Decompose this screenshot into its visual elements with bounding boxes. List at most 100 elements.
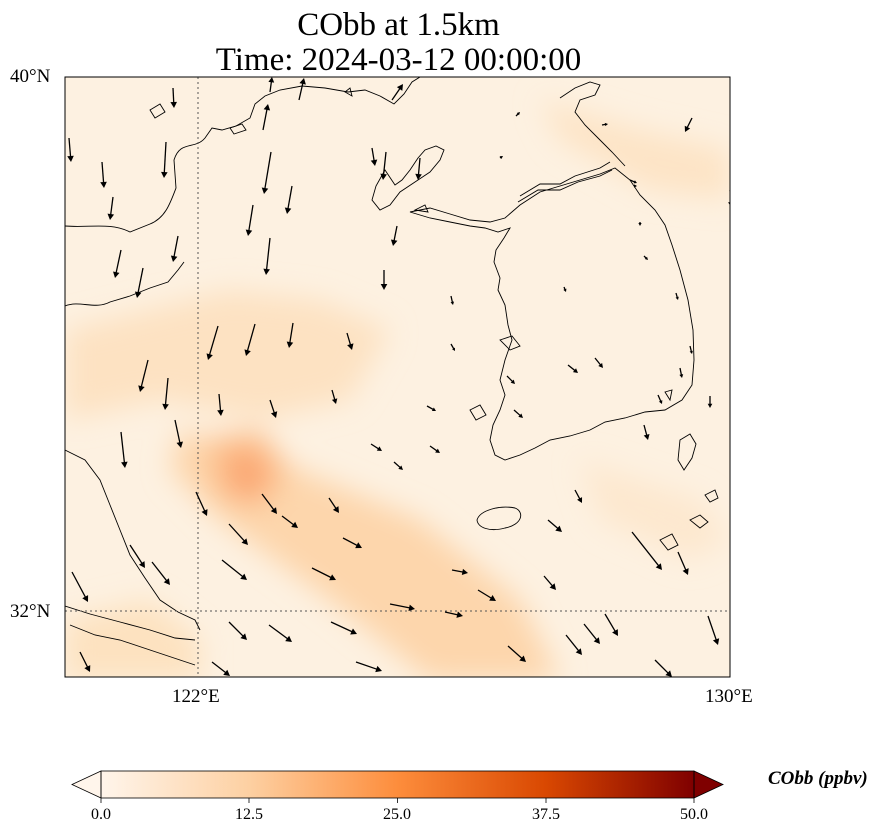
wind-arrow-head (396, 84, 403, 91)
wind-arrow-shaft (355, 661, 379, 671)
wind-arrow-shaft (288, 322, 294, 345)
wind-arrow-head (176, 441, 183, 448)
wind-arrow-shaft (79, 651, 89, 670)
wind-arrow-head (707, 403, 713, 408)
wind-arrow-head (370, 159, 378, 166)
wind-arrow-head (634, 184, 637, 188)
wind-arrow-shaft (565, 634, 581, 653)
wind-arrow-head (350, 628, 357, 635)
wind-arrow-head (450, 301, 455, 305)
wind-arrow-shaft (101, 161, 105, 185)
wind-arrow-shaft (151, 561, 169, 583)
colorbar-tick-37-5: 37.5 (532, 806, 560, 823)
wind-arrow-shaft (174, 419, 181, 445)
wind-arrow-shaft (583, 623, 599, 642)
wind-arrow-shaft (477, 589, 494, 600)
title-line-1: CObb at 1.5km (297, 7, 500, 43)
wind-arrow-shaft (164, 377, 169, 407)
lon-tick-130e: 130°E (705, 686, 753, 707)
wind-arrow-head (170, 255, 178, 262)
wind-arrow-shaft (707, 615, 718, 642)
wind-arrow-shaft (604, 613, 617, 634)
wind-arrow-head (489, 595, 496, 601)
wind-arrow-shaft (120, 431, 126, 465)
wind-arrow-shaft (507, 645, 524, 661)
wind-arrow-head (245, 229, 253, 236)
wind-arrow-shaft (269, 399, 276, 415)
wind-arrow-shaft (654, 659, 670, 675)
wind-arrow-head (286, 341, 294, 348)
colorbar-label: CObb (ppbv) (768, 768, 868, 789)
wind-arrow-head (435, 448, 440, 453)
wind-arrow-shaft (247, 204, 254, 233)
wind-arrow-shaft (261, 493, 276, 512)
wind-arrow-shaft (218, 393, 222, 413)
wind-arrow-shaft (137, 267, 144, 295)
wind-arrow-head (658, 400, 663, 404)
wind-arrow-head (456, 611, 463, 618)
wind-arrow-shaft (265, 237, 271, 272)
wind-arrow-shaft (330, 621, 355, 634)
wind-arrow-head (638, 223, 642, 226)
wind-arrow-shaft (391, 86, 402, 101)
wind-arrow-head (555, 525, 562, 532)
wind-arrow-head (431, 407, 436, 411)
wind-arrow-head (712, 638, 720, 645)
wind-arrow-head (138, 385, 145, 392)
wind-arrow-head (299, 78, 306, 85)
wind-arrow-shaft (228, 621, 245, 638)
wind-arrow-shaft (172, 87, 175, 105)
wind-arrow-head (138, 561, 145, 568)
wind-arrow-head (604, 122, 608, 127)
wind-arrow-shaft (328, 497, 338, 511)
wind-arrow-shaft (129, 544, 144, 566)
wind-arrow-head (572, 368, 578, 373)
title-line-2: Time: 2024-03-12 00:00:00 (215, 42, 582, 78)
gridlines (65, 77, 730, 677)
wind-arrow-head (270, 411, 278, 418)
wind-arrow-shaft (286, 185, 293, 211)
wind-arrow-shaft (195, 491, 207, 513)
wind-arrow-head (689, 350, 693, 354)
colorbar-tick-0: 0.0 (91, 806, 111, 823)
wind-arrow-shaft (208, 325, 219, 357)
map-frame (64, 76, 731, 678)
wind-arrow-head (121, 461, 128, 468)
colorbar-gradient (101, 771, 694, 798)
wind-arrow-head (347, 343, 354, 350)
colorbar-tick-marks (100, 798, 695, 803)
wind-arrow-head (684, 125, 691, 132)
wind-arrow-shaft (71, 571, 87, 600)
wind-arrow-head (285, 635, 292, 642)
wind-arrow-head (380, 173, 387, 180)
wind-arrow-shaft (444, 611, 460, 616)
wind-arrow-head (331, 398, 338, 404)
lat-tick-32n: 32°N (10, 601, 51, 622)
wind-arrow-head (263, 104, 271, 111)
wind-arrow-head (510, 379, 515, 384)
wind-arrow-head (107, 213, 115, 220)
wind-arrow-head (284, 207, 292, 214)
wind-arrow-shaft (281, 515, 296, 527)
wind-arrow-shaft (68, 137, 72, 159)
wind-arrow-head (261, 187, 269, 194)
wind-arrow-shaft (246, 323, 256, 353)
wind-arrow-head (679, 374, 684, 378)
wind-arrow-shaft (140, 359, 149, 389)
wind-arrow-head (67, 155, 74, 162)
colorbar-extend-min (71, 770, 102, 799)
wind-arrow-head (549, 583, 556, 590)
wind-arrow-head (612, 629, 618, 636)
wind-arrow-shaft (298, 81, 304, 101)
wind-arrow-shaft (263, 151, 272, 191)
wind-arrow-shaft (211, 661, 228, 675)
wind-arrow-shaft (417, 157, 421, 177)
wind-arrow-shaft (228, 523, 247, 543)
wind-arrow-head (161, 171, 168, 178)
wind-arrow-head (655, 563, 662, 570)
wind-arrow-head (518, 413, 523, 418)
wind-arrow-shaft (221, 559, 245, 579)
colorbar-tick-25: 25.0 (383, 806, 411, 823)
wind-arrow-head (355, 542, 362, 549)
wind-arrow-shaft (173, 235, 179, 259)
